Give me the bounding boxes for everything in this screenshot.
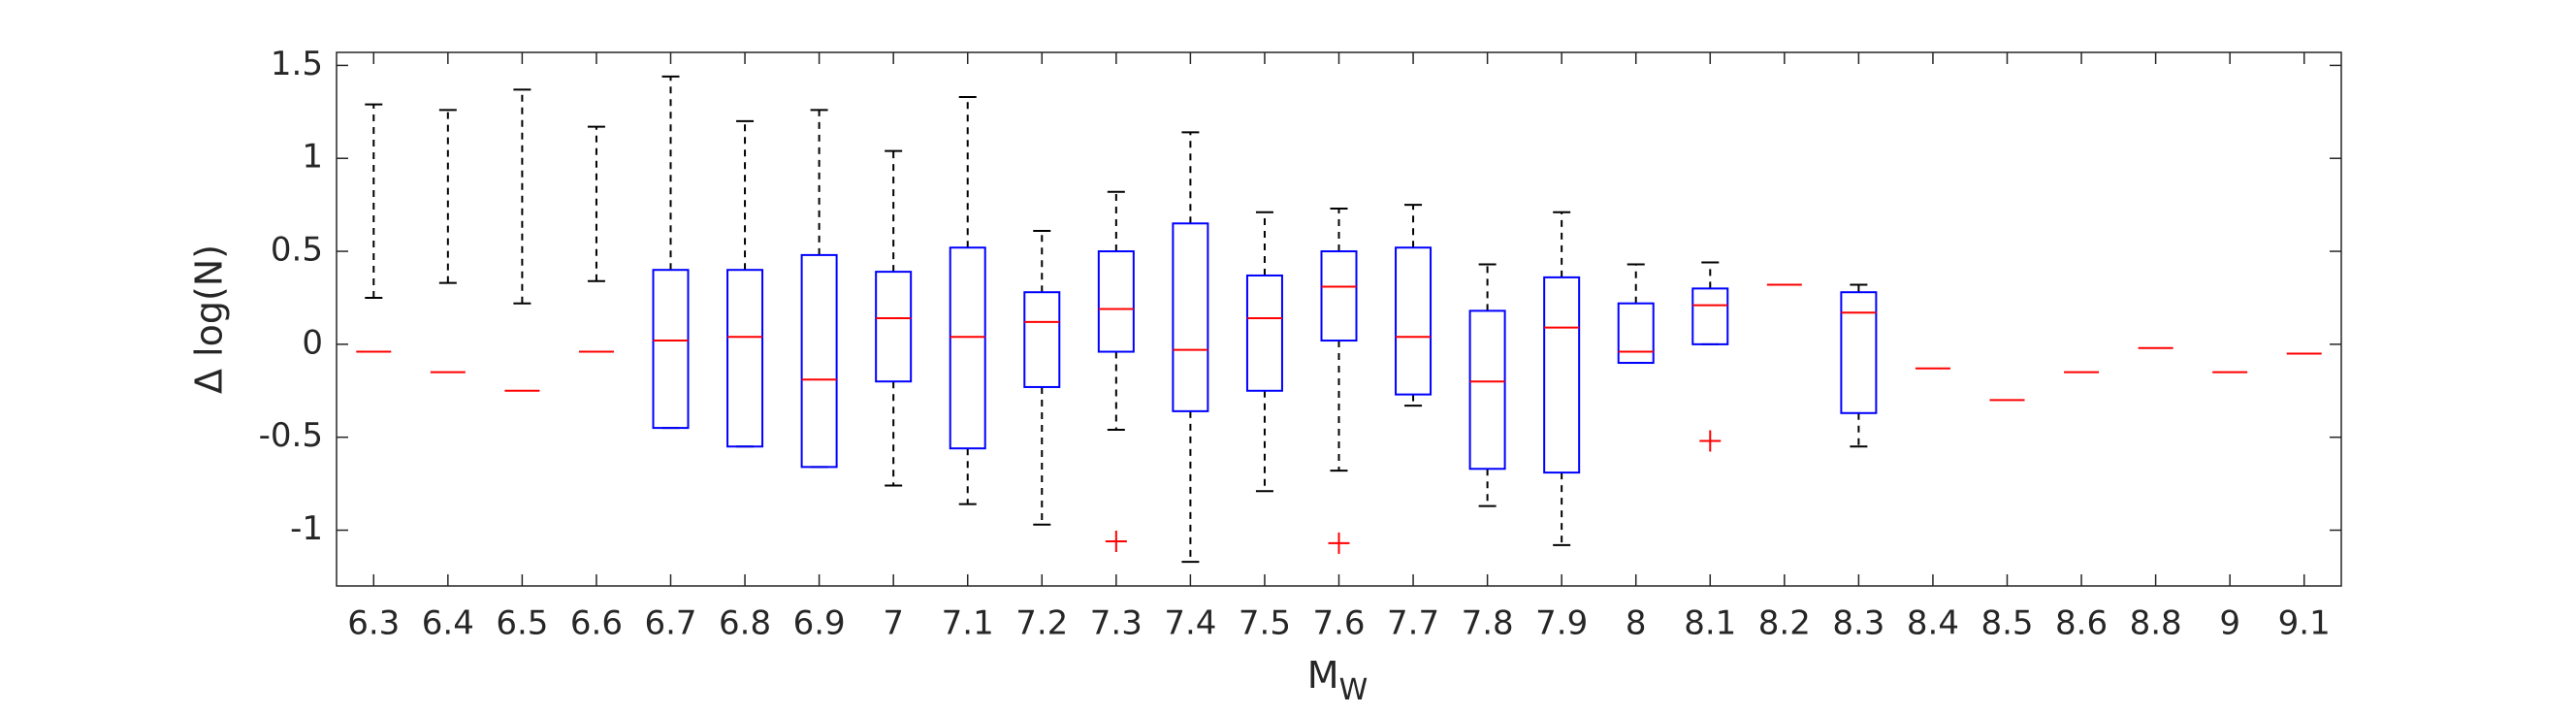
box [1172, 222, 1209, 412]
box [875, 271, 913, 383]
x-tick-label: 6.3 [347, 604, 400, 643]
x-tick-label: 7.4 [1164, 604, 1216, 643]
x-tick-label: 6.9 [793, 604, 846, 643]
box [800, 253, 838, 469]
x-tick-label: 7.3 [1090, 604, 1143, 643]
plot-frame [336, 51, 2342, 587]
box [1840, 291, 1878, 414]
x-tick-label: 8.5 [1980, 604, 2033, 643]
y-tick-label: 0 [302, 323, 323, 362]
box [949, 246, 986, 450]
x-tick-label: 6.8 [719, 604, 771, 643]
outlier [1105, 531, 1127, 553]
y-tick-label: 1 [302, 138, 323, 177]
x-tick-label: 6.7 [644, 604, 696, 643]
y-axis-label: Δ log(N) [188, 244, 231, 394]
box [1617, 302, 1655, 365]
y-tick-label: -1 [290, 509, 323, 548]
box [652, 269, 690, 430]
x-tick-label: 7 [883, 604, 904, 643]
x-tick-label: 9 [2219, 604, 2240, 643]
outlier [1699, 430, 1722, 452]
x-tick-label: 7.2 [1015, 604, 1068, 643]
box [1023, 291, 1061, 388]
x-tick-label: 7.8 [1462, 604, 1514, 643]
x-tick-label: 8.2 [1758, 604, 1811, 643]
x-tick-label: 6.6 [570, 604, 623, 643]
x-label-subscript: W [1339, 673, 1368, 707]
x-tick-label: 9.1 [2278, 604, 2331, 643]
box [1468, 309, 1506, 471]
box [1097, 250, 1135, 353]
x-tick-label: 7.7 [1387, 604, 1439, 643]
box [1691, 287, 1729, 345]
x-axis-label: MW [1307, 654, 1368, 707]
x-label-main: M [1307, 654, 1339, 697]
box [1245, 274, 1283, 392]
x-tick-label: 8 [1626, 604, 1647, 643]
x-tick-label: 8.8 [2130, 604, 2182, 643]
x-tick-label: 8.3 [1832, 604, 1884, 643]
x-tick-label: 7.5 [1239, 604, 1291, 643]
x-tick-label: 8.4 [1907, 604, 1959, 643]
x-tick-label: 7.9 [1535, 604, 1588, 643]
x-tick-label: 7.1 [942, 604, 994, 643]
x-tick-label: 8.6 [2055, 604, 2108, 643]
box [1395, 246, 1433, 396]
box [1320, 250, 1358, 342]
y-tick-label: 1.5 [271, 45, 323, 83]
x-tick-label: 8.1 [1684, 604, 1736, 643]
box [726, 269, 764, 448]
box [1543, 276, 1581, 474]
y-tick-label: -0.5 [259, 416, 323, 455]
x-tick-label: 6.4 [422, 604, 474, 643]
outlier [1328, 532, 1350, 554]
y-tick-label: 0.5 [271, 231, 323, 270]
x-tick-label: 6.5 [496, 604, 548, 643]
x-tick-label: 7.6 [1312, 604, 1365, 643]
